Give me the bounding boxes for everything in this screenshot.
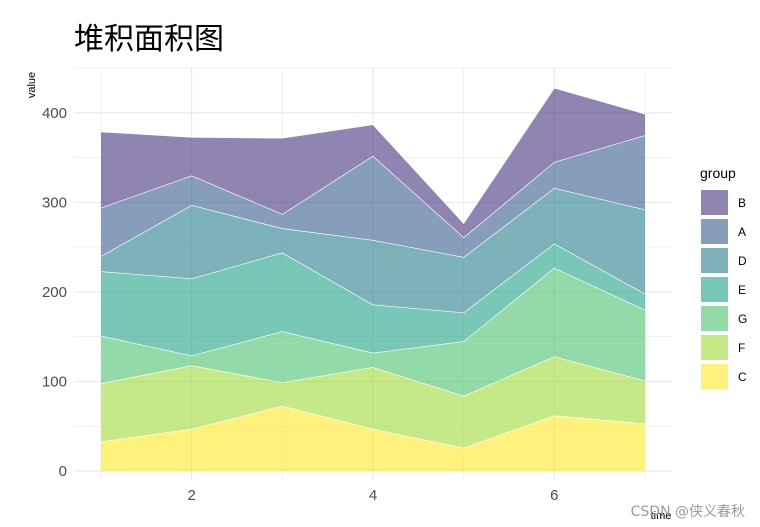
legend-swatch-F [701, 335, 728, 360]
x-tick-label: 2 [187, 487, 195, 504]
area-E [101, 243, 645, 356]
area-outline-B [100, 86, 646, 224]
y-tick-label: 200 [42, 284, 67, 301]
area-A [101, 135, 645, 257]
legend-label-C: C [738, 370, 747, 384]
y-tick-label: 100 [42, 373, 67, 390]
legend-swatch-C [701, 364, 728, 389]
y-axis-label: value [26, 72, 38, 98]
legend-label-E: E [738, 283, 746, 297]
x-axis-label: time [651, 510, 672, 522]
legend-swatch-E [701, 277, 728, 302]
area-B [101, 87, 645, 238]
legend-swatch-B [701, 190, 728, 215]
legend: group B A D E G F C [700, 165, 747, 389]
x-axis-ticks: 2 4 6 [187, 487, 558, 504]
y-tick-label: 300 [42, 194, 67, 211]
y-tick-label: 400 [42, 105, 67, 122]
legend-label-B: B [738, 196, 746, 210]
y-tick-label: 0 [59, 463, 67, 480]
area-series [100, 86, 646, 471]
x-tick-label: 6 [550, 487, 558, 504]
legend-label-F: F [738, 341, 745, 355]
area-D [101, 188, 645, 313]
area-F [101, 356, 645, 448]
legend-swatch-D [701, 248, 728, 273]
area-G [101, 267, 645, 396]
legend-label-A: A [738, 225, 746, 239]
y-axis-ticks: 0 100 200 300 400 [42, 105, 67, 480]
watermark: CSDN @侠义春秋 [631, 504, 745, 520]
legend-label-D: D [738, 254, 747, 268]
legend-swatch-G [701, 306, 728, 331]
x-tick-label: 4 [369, 487, 377, 504]
area-C [101, 405, 645, 471]
legend-title: group [700, 165, 736, 181]
chart-title: 堆积面积图 [74, 22, 224, 57]
legend-label-G: G [738, 312, 747, 326]
legend-swatch-A [701, 219, 728, 244]
